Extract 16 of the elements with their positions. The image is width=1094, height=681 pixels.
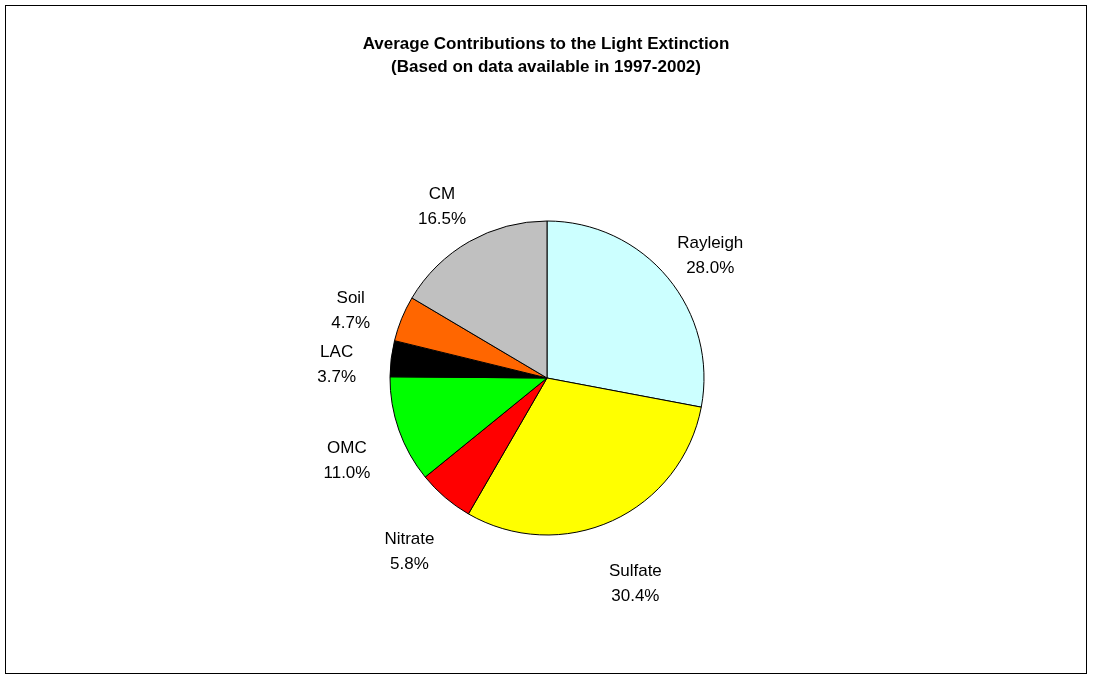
slice-label: Sulfate	[608, 560, 662, 580]
slice-label: OMC	[327, 438, 367, 458]
slice-label: LAC	[320, 341, 354, 361]
data-label: 4.7%	[331, 312, 371, 332]
data-label: 16.5%	[417, 208, 467, 228]
data-label: 11.0%	[323, 463, 371, 483]
slice-label: Nitrate	[384, 529, 435, 549]
data-label: 5.8%	[390, 554, 429, 574]
slice-label: CM	[428, 183, 456, 203]
chart-subtitle: (Based on data available in 1997-2002)	[391, 57, 701, 76]
chart-title: Average Contributions to the Light Extinction	[362, 34, 730, 53]
data-label: 30.4%	[611, 585, 660, 605]
slice-label: Soil	[336, 287, 365, 307]
slice-label: Rayleigh	[677, 232, 744, 252]
data-label: 3.7%	[317, 366, 356, 386]
data-label: 28.0%	[686, 257, 735, 277]
